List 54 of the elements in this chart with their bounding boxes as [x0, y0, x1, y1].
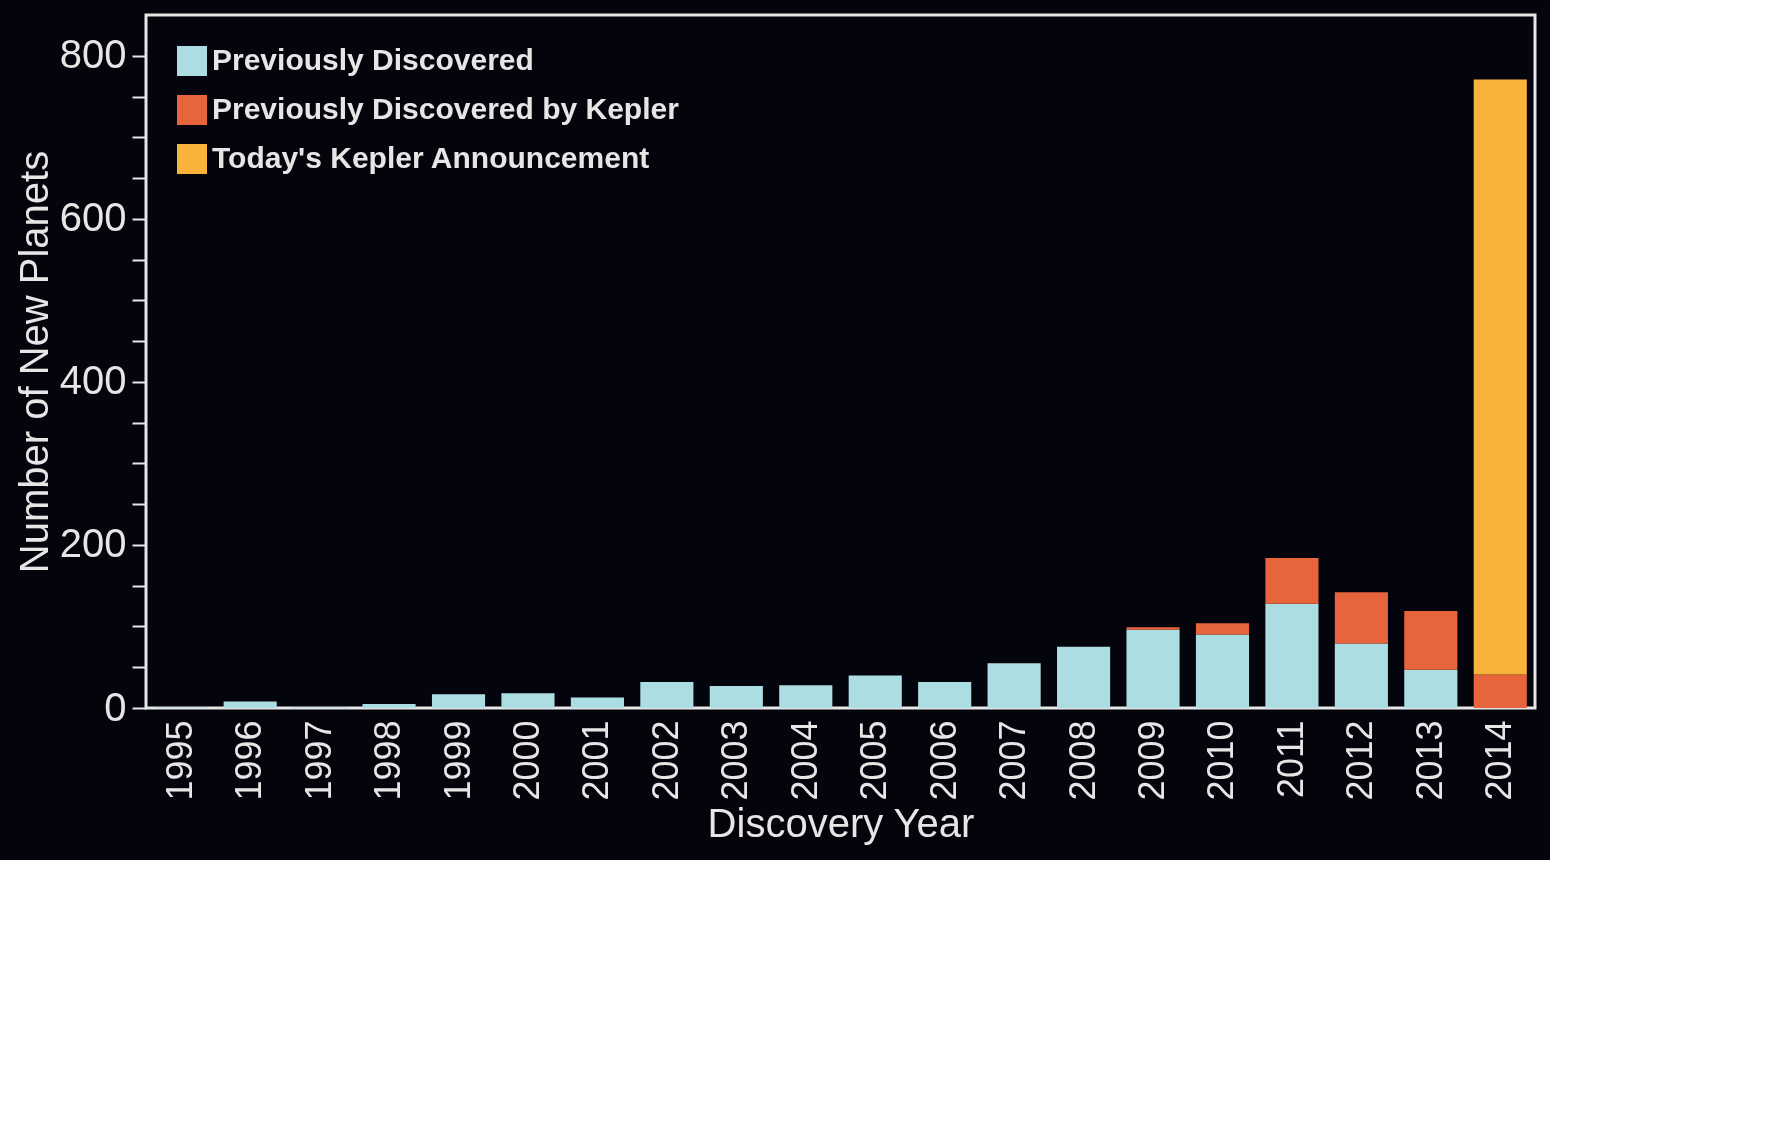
- bar: [1404, 669, 1458, 708]
- bar: [1334, 592, 1388, 644]
- bar: [1195, 634, 1250, 708]
- x-tick-label: 1996: [228, 720, 270, 801]
- bar: [709, 685, 763, 708]
- x-tick-label: 2005: [853, 720, 895, 801]
- y-tick-label: 800: [59, 32, 127, 77]
- x-axis-title: Discovery Year: [707, 800, 975, 845]
- x-tick-label: 2007: [992, 720, 1034, 801]
- x-tick-label: 2009: [1131, 720, 1173, 801]
- x-tick-label: 1997: [297, 720, 339, 801]
- bar: [223, 701, 277, 708]
- bar: [1334, 643, 1388, 708]
- bar: [501, 693, 555, 708]
- bar: [1126, 627, 1180, 630]
- bar: [1195, 623, 1250, 635]
- x-tick-label: 2002: [644, 720, 686, 801]
- bar: [1126, 629, 1180, 708]
- bar: [431, 694, 486, 708]
- x-tick-label: 2011: [1269, 720, 1311, 798]
- x-tick-label: 2003: [714, 720, 756, 801]
- y-tick-label: 400: [59, 358, 127, 403]
- x-tick-label: 2000: [505, 720, 547, 801]
- bar: [570, 697, 624, 708]
- x-tick-label: 2014: [1478, 720, 1520, 801]
- x-tick-label: 1999: [436, 720, 478, 801]
- y-tick-label: 0: [104, 684, 127, 729]
- x-tick-label: 2006: [922, 720, 964, 801]
- y-axis-title: Number of New Planets: [11, 150, 56, 574]
- x-tick-label: 2010: [1200, 720, 1242, 801]
- bar: [1473, 79, 1527, 675]
- bar: [848, 675, 902, 708]
- x-tick-label: 1998: [367, 720, 409, 801]
- bar: [779, 685, 833, 708]
- bar: [1265, 603, 1319, 708]
- legend-label: Today's Kepler Announcement: [212, 141, 650, 174]
- legend-label: Previously Discovered by Kepler: [212, 92, 680, 125]
- bar: [1265, 557, 1319, 604]
- x-tick-label: 2012: [1339, 720, 1381, 801]
- bar: [362, 703, 416, 708]
- legend-label: Previously Discovered: [212, 43, 534, 76]
- y-tick-label: 600: [59, 195, 127, 240]
- bar: [1473, 674, 1527, 708]
- bar: [1057, 646, 1111, 708]
- x-tick-label: 2013: [1408, 720, 1450, 801]
- bar: [640, 681, 694, 708]
- x-tick-label: 1995: [158, 720, 200, 801]
- x-tick-label: 2001: [575, 720, 617, 801]
- x-tick-label: 2004: [783, 720, 825, 801]
- y-tick-label: 200: [59, 521, 127, 566]
- bar: [1404, 610, 1458, 670]
- bar: [987, 663, 1041, 708]
- bar: [918, 681, 972, 708]
- x-tick-label: 2008: [1061, 720, 1103, 801]
